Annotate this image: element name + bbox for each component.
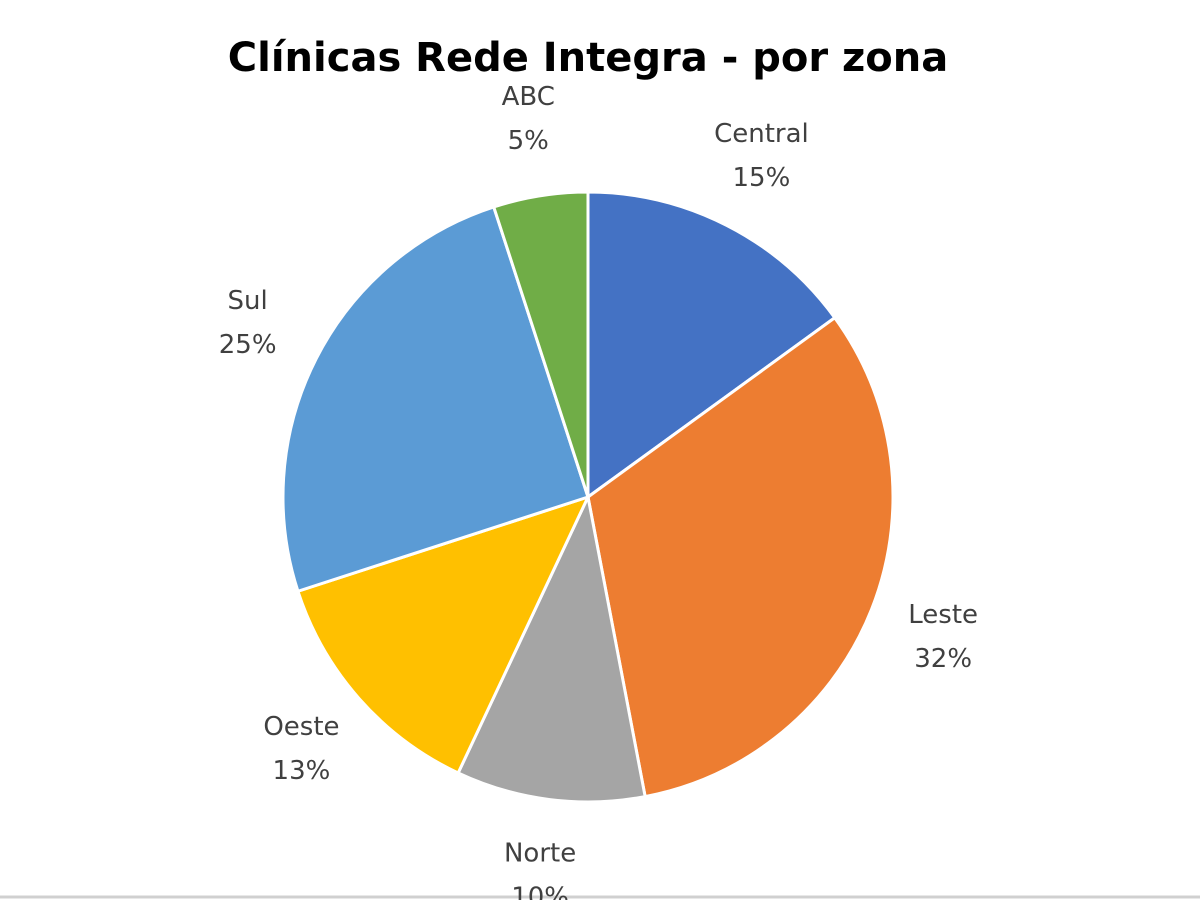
- slice-category-label: ABC: [502, 82, 555, 112]
- slice-category-label: Sul: [228, 286, 268, 316]
- slice-value-label: 15%: [733, 163, 791, 193]
- pie-slice: [586, 315, 895, 799]
- pie-slice: [586, 190, 837, 500]
- slice-category-label: Oeste: [263, 712, 339, 742]
- slice-value-label: 10%: [511, 882, 569, 900]
- pie-slice: [296, 494, 591, 775]
- slice-value-label: 32%: [914, 644, 972, 674]
- pie-slice: [491, 190, 590, 498]
- pie-slice: [456, 492, 647, 804]
- chart-title: Clínicas Rede Integra - por zona: [228, 35, 948, 81]
- slice-category-label: Norte: [504, 838, 576, 868]
- slice-value-label: 5%: [508, 126, 549, 156]
- pie-slice: [281, 205, 590, 594]
- slice-value-label: 13%: [273, 756, 331, 786]
- slice-category-label: Leste: [908, 600, 978, 630]
- slice-category-label: Central: [714, 119, 809, 149]
- slice-value-label: 25%: [219, 330, 277, 360]
